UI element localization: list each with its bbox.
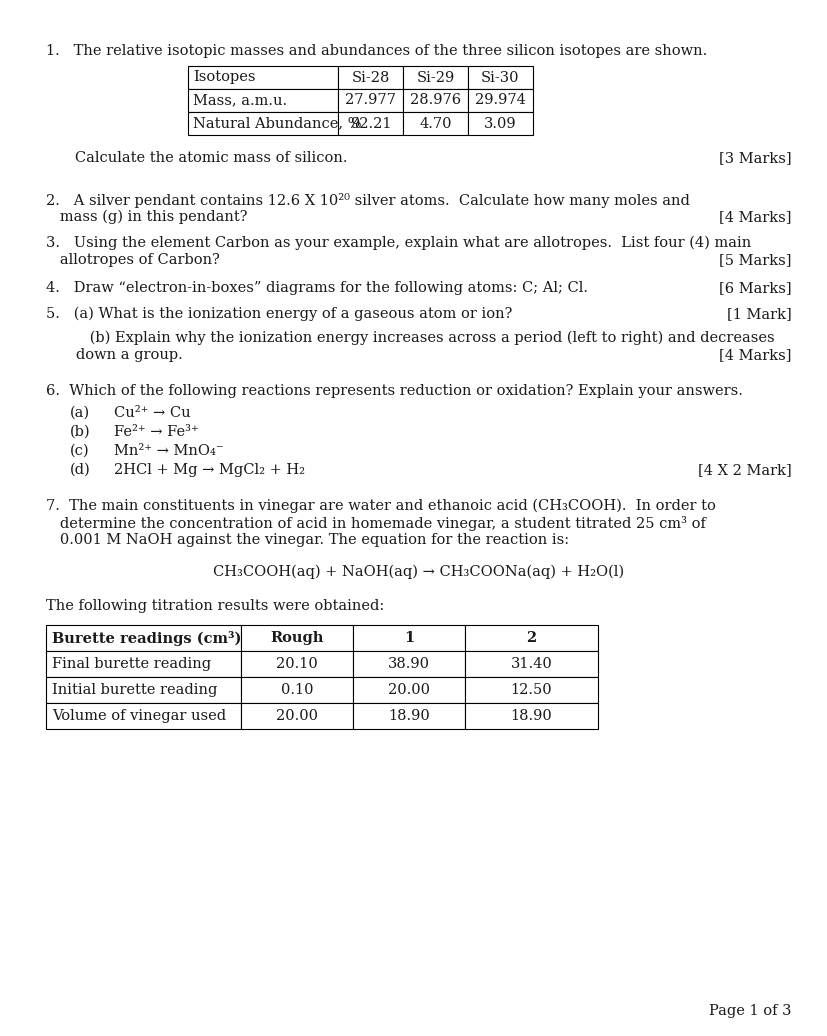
Bar [188,112,337,135]
Text: 31.40: 31.40 [510,657,552,671]
Text: Initial burette reading: Initial burette reading [52,683,218,697]
Text: Fe²⁺ → Fe³⁺: Fe²⁺ → Fe³⁺ [114,425,198,439]
Text: 28.976: 28.976 [409,93,461,108]
Bar [337,66,403,89]
Text: Si-29: Si-29 [416,70,454,85]
Text: [4 X 2 Mark]: [4 X 2 Mark] [697,463,791,477]
Text: 3.   Using the element Carbon as your example, explain what are allotropes.  Lis: 3. Using the element Carbon as your exam… [46,236,750,251]
Text: Page 1 of 3: Page 1 of 3 [709,1004,791,1018]
Text: Burette readings (cm³): Burette readings (cm³) [52,631,241,645]
Text: 2HCl + Mg → MgCl₂ + H₂: 2HCl + Mg → MgCl₂ + H₂ [114,463,304,477]
Bar [46,625,241,651]
Text: Rough: Rough [270,631,323,645]
Text: 0.001 M NaOH against the vinegar. The equation for the reaction is:: 0.001 M NaOH against the vinegar. The eq… [46,533,568,547]
Text: 2: 2 [526,631,536,645]
Text: 4.   Draw “electron-in-boxes” diagrams for the following atoms: C; Al; Cl.: 4. Draw “electron-in-boxes” diagrams for… [46,281,587,295]
Text: 12.50: 12.50 [510,683,552,697]
Text: The following titration results were obtained:: The following titration results were obt… [46,599,384,613]
Text: down a group.: down a group. [62,348,183,362]
Text: 6.  Which of the following reactions represents reduction or oxidation? Explain : 6. Which of the following reactions repr… [46,384,742,398]
Bar [241,677,352,703]
Bar [403,112,467,135]
Text: 1.   The relative isotopic masses and abundances of the three silicon isotopes a: 1. The relative isotopic masses and abun… [46,44,706,58]
Bar [352,703,465,729]
Text: 3.09: 3.09 [484,116,516,131]
Text: allotropes of Carbon?: allotropes of Carbon? [46,253,220,267]
Text: Cu²⁺ → Cu: Cu²⁺ → Cu [114,406,190,420]
Text: [6 Marks]: [6 Marks] [719,281,791,295]
Text: (b): (b) [70,425,90,439]
Text: Si-28: Si-28 [351,70,390,85]
Text: Natural Abundance, %: Natural Abundance, % [193,116,361,131]
Bar [467,112,533,135]
Bar [352,677,465,703]
Text: 20.00: 20.00 [388,683,429,697]
Bar [241,625,352,651]
Bar [465,651,597,677]
Text: (a): (a) [70,406,90,420]
Text: [3 Marks]: [3 Marks] [719,151,791,165]
Text: [4 Marks]: [4 Marks] [719,210,791,224]
Text: Volume of vinegar used: Volume of vinegar used [52,709,226,723]
Text: 0.10: 0.10 [280,683,313,697]
Text: [5 Marks]: [5 Marks] [719,253,791,267]
Bar [337,89,403,112]
Text: 20.00: 20.00 [275,709,318,723]
Text: Calculate the atomic mass of silicon.: Calculate the atomic mass of silicon. [61,151,347,165]
Bar [46,703,241,729]
Text: [1 Mark]: [1 Mark] [726,307,791,321]
Text: (b) Explain why the ionization energy increases across a period (left to right) : (b) Explain why the ionization energy in… [62,330,774,345]
Text: CH₃COOH(aq) + NaOH(aq) → CH₃COONa(aq) + H₂O(l): CH₃COOH(aq) + NaOH(aq) → CH₃COONa(aq) + … [213,565,624,579]
Text: 5.   (a) What is the ionization energy of a gaseous atom or ion?: 5. (a) What is the ionization energy of … [46,307,512,321]
Bar [467,89,533,112]
Text: 27.977: 27.977 [345,93,395,108]
Text: Mass, a.m.u.: Mass, a.m.u. [193,93,287,108]
Text: [4 Marks]: [4 Marks] [719,348,791,362]
Bar [46,651,241,677]
Bar [188,66,337,89]
Bar [188,89,337,112]
Bar [352,651,465,677]
Bar [46,677,241,703]
Text: 20.10: 20.10 [275,657,318,671]
Bar [465,625,597,651]
Text: determine the concentration of acid in homemade vinegar, a student titrated 25 c: determine the concentration of acid in h… [46,516,705,531]
Bar [337,112,403,135]
Bar [467,66,533,89]
Bar [241,651,352,677]
Text: 29.974: 29.974 [475,93,525,108]
Bar [241,703,352,729]
Text: Mn²⁺ → MnO₄⁻: Mn²⁺ → MnO₄⁻ [114,444,223,458]
Bar [403,89,467,112]
Text: 92.21: 92.21 [349,116,391,131]
Text: Si-30: Si-30 [480,70,519,85]
Text: 4.70: 4.70 [418,116,452,131]
Text: mass (g) in this pendant?: mass (g) in this pendant? [46,210,247,225]
Text: 2.   A silver pendant contains 12.6 X 10²⁰ silver atoms.  Calculate how many mol: 2. A silver pendant contains 12.6 X 10²⁰… [46,193,689,208]
Bar [403,66,467,89]
Bar [352,625,465,651]
Text: 38.90: 38.90 [388,657,429,671]
Text: Final burette reading: Final burette reading [52,657,211,671]
Text: 1: 1 [404,631,414,645]
Bar [465,677,597,703]
Bar [465,703,597,729]
Text: 18.90: 18.90 [388,709,429,723]
Text: Isotopes: Isotopes [193,70,256,85]
Text: 7.  The main constituents in vinegar are water and ethanoic acid (CH₃COOH).  In : 7. The main constituents in vinegar are … [46,499,715,514]
Text: (d): (d) [70,463,91,477]
Text: (c): (c) [70,444,89,458]
Text: 18.90: 18.90 [510,709,552,723]
